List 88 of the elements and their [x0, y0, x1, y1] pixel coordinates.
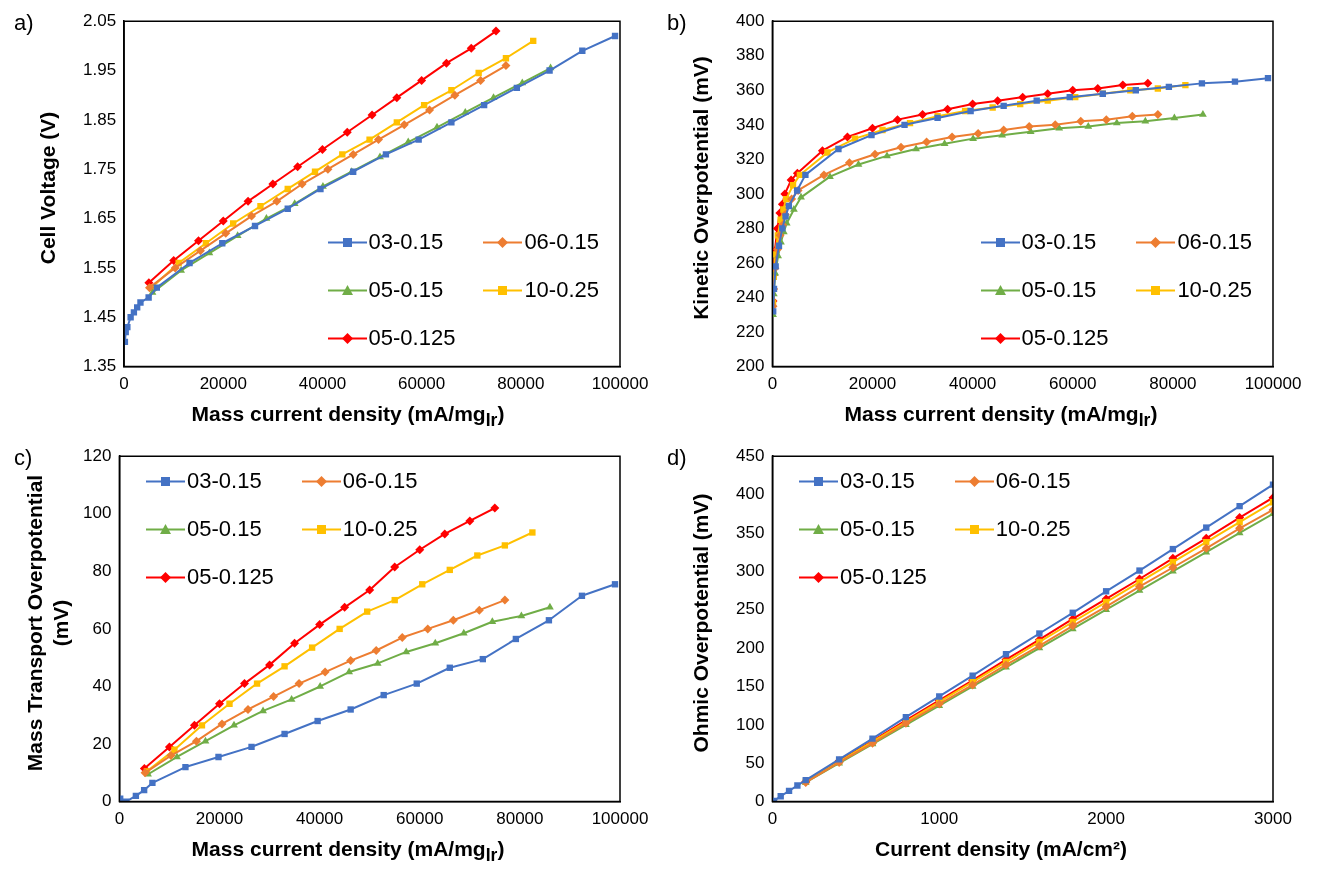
y-tick-label: 50	[745, 752, 765, 772]
y-axis-title: Mass Transport Overpotential (mV)	[23, 474, 72, 772]
y-tick-label: 1.85	[82, 109, 117, 129]
legend-label: 05-0.125	[840, 564, 927, 590]
x-tick-label: 0	[767, 809, 778, 829]
y-tick-label: 2.05	[82, 10, 117, 30]
y-tick-label: 340	[735, 114, 765, 134]
x-tick-label: 80000	[497, 374, 545, 394]
y-tick-label: 300	[735, 183, 765, 203]
y-tick-label: 150	[735, 676, 765, 696]
y-tick-label: 450	[735, 445, 765, 465]
legend-label: 06-0.15	[524, 229, 599, 255]
legend-label: 03-0.15	[187, 468, 262, 494]
x-tick-label: 80000	[496, 809, 544, 829]
legend-label: 03-0.15	[368, 229, 444, 255]
y-tick-label: 40	[92, 676, 112, 696]
x-tick-label: 3000	[1254, 809, 1292, 829]
y-tick-label: 80	[92, 561, 112, 581]
y-tick-label: 1.35	[82, 356, 117, 376]
y-tick-label: 1.45	[82, 306, 117, 326]
legend-label: 10-0.25	[524, 277, 599, 303]
x-tick-label: 100000	[591, 809, 649, 829]
y-tick-label: 1.65	[82, 208, 117, 228]
x-axis-title: Mass current density (mA/mg$_{Ir}$)	[190, 402, 506, 432]
legend-label: 03-0.15	[840, 468, 915, 494]
y-tick-label: 1.55	[82, 257, 117, 277]
y-tick-label: 220	[735, 321, 765, 341]
legend-label: 06-0.15	[995, 468, 1071, 494]
legend-label: 05-0.125	[187, 564, 274, 590]
y-tick-label: 240	[735, 287, 765, 307]
y-axis-title: Ohmic Overpotential (mV)	[688, 492, 713, 755]
y-tick-label: 1.95	[82, 60, 117, 80]
legend-label: 05-0.125	[368, 325, 456, 351]
y-tick-label: 20	[92, 733, 112, 753]
y-tick-label: 300	[735, 561, 765, 581]
text: d)	[667, 445, 687, 471]
y-axis-title: Cell Voltage (V)	[35, 110, 60, 267]
x-tick-label: 40000	[298, 374, 347, 394]
x-tick-label: 60000	[1049, 374, 1097, 394]
legend-label: 05-0.15	[1021, 277, 1097, 303]
x-tick-label: 80000	[1149, 374, 1197, 394]
legend-label: 10-0.25	[995, 516, 1071, 542]
legend-label: 06-0.15	[342, 468, 418, 494]
text: a)	[14, 10, 34, 36]
x-tick-label: 2000	[1087, 809, 1126, 829]
y-tick-label: 60	[92, 618, 112, 638]
y-tick-label: 360	[735, 79, 765, 99]
y-tick-label: 400	[735, 484, 765, 504]
x-tick-label: 40000	[295, 809, 344, 829]
y-tick-label: 200	[735, 356, 765, 376]
x-tick-label: 40000	[948, 374, 997, 394]
x-tick-label: 20000	[848, 374, 897, 394]
x-tick-label: 100000	[1244, 374, 1302, 394]
legend-label: 05-0.15	[840, 516, 915, 542]
text: c)	[14, 445, 33, 471]
y-axis-title: Kinetic Overpotential (mV)	[688, 55, 713, 322]
x-tick-label: 1000	[920, 809, 959, 829]
legend-label: 10-0.25	[342, 516, 418, 542]
y-tick-label: 260	[735, 252, 765, 272]
x-axis-title: Mass current density (mA/mg$_{Ir}$)	[843, 402, 1159, 432]
y-tick-label: 120	[82, 445, 112, 465]
x-axis-title: Mass current density (mA/mg$_{Ir}$)	[190, 837, 506, 867]
y-tick-label: 380	[735, 45, 765, 65]
x-tick-label: 20000	[195, 809, 244, 829]
y-tick-label: 0	[101, 791, 112, 811]
y-tick-label: 100	[82, 503, 112, 523]
x-tick-label: 60000	[396, 809, 444, 829]
x-tick-label: 100000	[591, 374, 649, 394]
legend-label: 05-0.125	[1021, 325, 1109, 351]
legend-label: 05-0.15	[187, 516, 262, 542]
y-tick-label: 320	[735, 149, 765, 169]
legend-label: 10-0.25	[1177, 277, 1252, 303]
y-tick-label: 200	[735, 637, 765, 657]
y-tick-label: 350	[735, 522, 765, 542]
y-tick-label: 1.75	[82, 158, 117, 178]
text: b)	[667, 10, 687, 36]
legend-label: 06-0.15	[1177, 229, 1252, 255]
legend-label: 05-0.15	[368, 277, 444, 303]
y-tick-label: 100	[735, 714, 765, 734]
y-tick-label: 400	[735, 10, 765, 30]
x-tick-label: 20000	[199, 374, 247, 394]
y-tick-label: 250	[735, 599, 765, 619]
x-tick-label: 60000	[397, 374, 446, 394]
y-tick-label: 280	[735, 218, 765, 238]
legend-label: 03-0.15	[1021, 229, 1097, 255]
x-tick-label: 0	[767, 374, 778, 394]
x-axis-title: Current density (mA/cm²)	[874, 837, 1128, 861]
y-tick-label: 0	[754, 791, 765, 811]
